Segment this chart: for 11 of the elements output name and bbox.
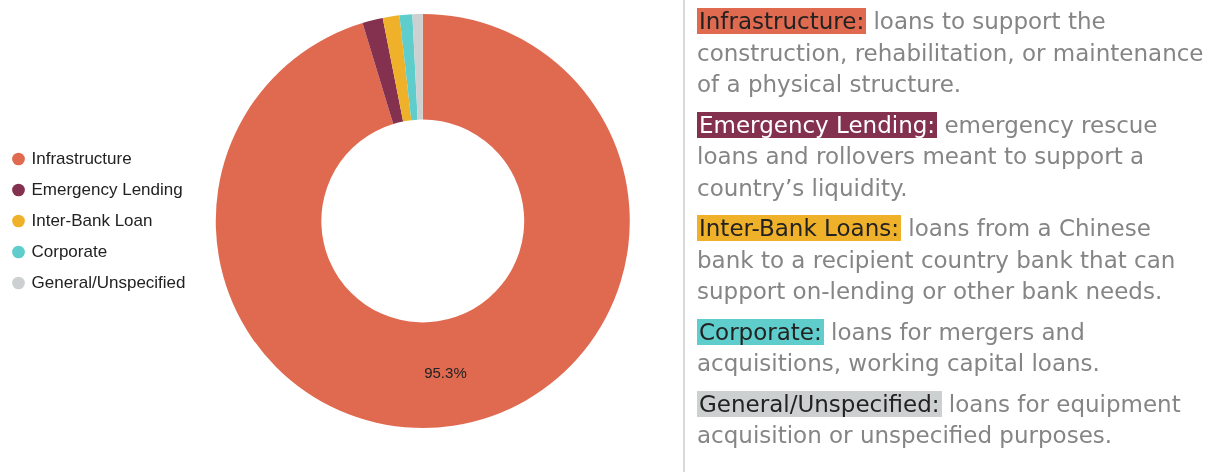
legend-label: Corporate [31, 241, 108, 261]
legend-label: Inter-Bank Loan [31, 210, 153, 230]
legend-label: Infrastructure [31, 148, 132, 168]
text: Inter-Bank Loans: loans from a Chinese bank to a recipient country bank that can support on-lending or other bank needs. [697, 214, 1177, 306]
text: Infrastructure: loans to support the construction, rehabilitation, or maintenance of a physical structure. [697, 7, 1205, 99]
text: Corporate: loans for mergers and acquisitions, working capital loans. [697, 317, 1101, 378]
text: General/Unspecified: loans for equipment acquisition or unspecified purposes. [697, 389, 1182, 450]
legend-label: Emergency Lending [31, 179, 183, 199]
text: Emergency Lending: emergency rescue loans and rollovers meant to support a country’s liquidity. [697, 110, 1159, 203]
legend-label: General/Unspecified [31, 272, 186, 292]
data-label: 95.3% [424, 363, 467, 381]
